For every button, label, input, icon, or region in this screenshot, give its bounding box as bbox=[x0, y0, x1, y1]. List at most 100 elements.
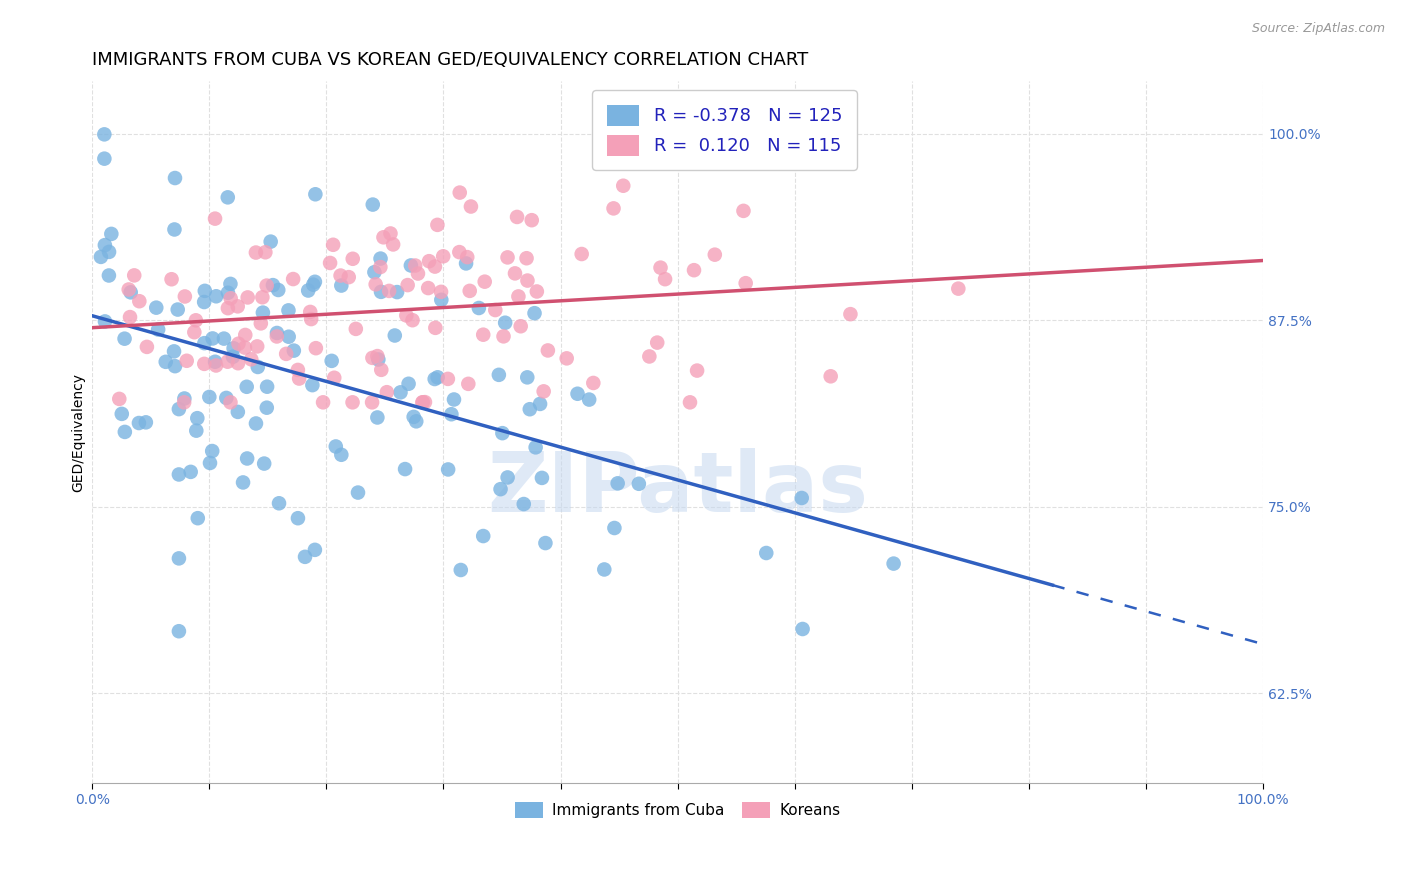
Immigrants from Cuba bbox=[304, 187, 326, 202]
Immigrants from Cuba bbox=[398, 376, 420, 391]
Koreans bbox=[411, 395, 433, 409]
Immigrants from Cuba bbox=[367, 352, 389, 367]
Koreans bbox=[449, 186, 471, 200]
Koreans bbox=[555, 351, 578, 366]
Koreans bbox=[118, 310, 141, 324]
Immigrants from Cuba bbox=[491, 426, 513, 441]
Immigrants from Cuba bbox=[524, 441, 547, 455]
Koreans bbox=[602, 202, 624, 216]
Immigrants from Cuba bbox=[186, 411, 208, 425]
Koreans bbox=[193, 357, 215, 371]
Immigrants from Cuba bbox=[523, 306, 546, 320]
Koreans bbox=[366, 349, 388, 363]
Immigrants from Cuba bbox=[883, 557, 905, 571]
Koreans bbox=[449, 245, 471, 260]
Koreans bbox=[460, 200, 482, 214]
Immigrants from Cuba bbox=[472, 529, 495, 543]
Immigrants from Cuba bbox=[366, 410, 388, 425]
Immigrants from Cuba bbox=[301, 378, 323, 392]
Koreans bbox=[650, 260, 672, 275]
Immigrants from Cuba bbox=[277, 303, 299, 318]
Immigrants from Cuba bbox=[578, 392, 600, 407]
Immigrants from Cuba bbox=[627, 476, 650, 491]
Koreans bbox=[612, 178, 634, 193]
Koreans bbox=[484, 303, 506, 318]
Koreans bbox=[361, 351, 384, 365]
Koreans bbox=[322, 237, 344, 252]
Immigrants from Cuba bbox=[167, 402, 190, 417]
Koreans bbox=[373, 230, 395, 244]
Immigrants from Cuba bbox=[488, 368, 510, 382]
Immigrants from Cuba bbox=[114, 332, 136, 346]
Koreans bbox=[382, 237, 405, 252]
Koreans bbox=[246, 339, 269, 353]
Immigrants from Cuba bbox=[111, 407, 134, 421]
Immigrants from Cuba bbox=[494, 316, 516, 330]
Immigrants from Cuba bbox=[593, 562, 616, 576]
Immigrants from Cuba bbox=[304, 275, 326, 289]
Koreans bbox=[370, 260, 392, 274]
Koreans bbox=[733, 203, 755, 218]
Immigrants from Cuba bbox=[402, 409, 425, 424]
Koreans bbox=[364, 277, 387, 292]
Immigrants from Cuba bbox=[98, 244, 121, 259]
Koreans bbox=[533, 384, 555, 399]
Immigrants from Cuba bbox=[430, 293, 453, 307]
Koreans bbox=[342, 252, 364, 266]
Koreans bbox=[299, 312, 322, 326]
Koreans bbox=[312, 395, 335, 409]
Immigrants from Cuba bbox=[128, 416, 150, 430]
Koreans bbox=[219, 291, 242, 305]
Koreans bbox=[472, 327, 495, 342]
Koreans bbox=[425, 321, 447, 335]
Koreans bbox=[135, 340, 157, 354]
Koreans bbox=[160, 272, 183, 286]
Immigrants from Cuba bbox=[90, 250, 112, 264]
Koreans bbox=[361, 395, 384, 409]
Immigrants from Cuba bbox=[198, 456, 221, 470]
Immigrants from Cuba bbox=[496, 470, 519, 484]
Legend: Immigrants from Cuba, Koreans: Immigrants from Cuba, Koreans bbox=[509, 797, 846, 824]
Koreans bbox=[184, 313, 207, 327]
Immigrants from Cuba bbox=[790, 491, 813, 505]
Immigrants from Cuba bbox=[450, 563, 472, 577]
Koreans bbox=[118, 283, 141, 297]
Immigrants from Cuba bbox=[236, 451, 259, 466]
Immigrants from Cuba bbox=[212, 332, 235, 346]
Koreans bbox=[128, 294, 150, 309]
Koreans bbox=[412, 395, 434, 409]
Koreans bbox=[492, 329, 515, 343]
Koreans bbox=[323, 371, 346, 385]
Immigrants from Cuba bbox=[187, 511, 209, 525]
Koreans bbox=[526, 285, 548, 299]
Immigrants from Cuba bbox=[145, 301, 167, 315]
Koreans bbox=[506, 210, 529, 224]
Koreans bbox=[571, 247, 593, 261]
Immigrants from Cuba bbox=[186, 424, 208, 438]
Koreans bbox=[582, 376, 605, 390]
Immigrants from Cuba bbox=[135, 415, 157, 429]
Koreans bbox=[456, 250, 478, 264]
Koreans bbox=[820, 369, 842, 384]
Koreans bbox=[288, 371, 311, 385]
Koreans bbox=[496, 251, 519, 265]
Immigrants from Cuba bbox=[267, 496, 290, 510]
Immigrants from Cuba bbox=[287, 511, 309, 525]
Immigrants from Cuba bbox=[163, 171, 186, 186]
Immigrants from Cuba bbox=[201, 444, 224, 458]
Koreans bbox=[252, 290, 274, 304]
Koreans bbox=[703, 247, 725, 261]
Immigrants from Cuba bbox=[454, 256, 477, 270]
Koreans bbox=[437, 372, 460, 386]
Koreans bbox=[329, 268, 352, 283]
Koreans bbox=[645, 335, 668, 350]
Immigrants from Cuba bbox=[325, 440, 347, 454]
Koreans bbox=[378, 284, 401, 298]
Koreans bbox=[217, 354, 239, 368]
Immigrants from Cuba bbox=[173, 392, 195, 406]
Koreans bbox=[948, 282, 970, 296]
Koreans bbox=[205, 359, 228, 373]
Y-axis label: GED/Equivalency: GED/Equivalency bbox=[72, 373, 86, 491]
Immigrants from Cuba bbox=[297, 284, 319, 298]
Immigrants from Cuba bbox=[399, 259, 422, 273]
